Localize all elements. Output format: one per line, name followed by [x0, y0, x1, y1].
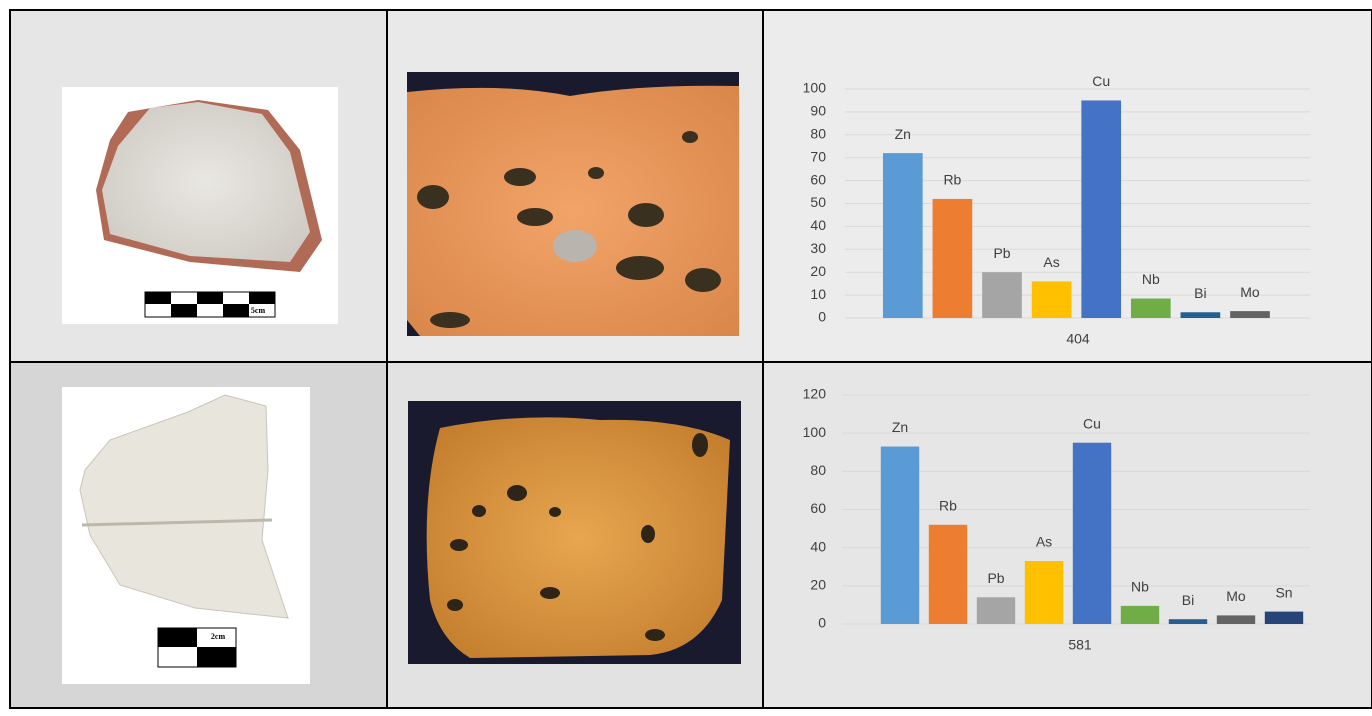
sherd-groove: [81, 518, 273, 527]
inclusion: [553, 230, 597, 262]
bar: [1230, 311, 1270, 318]
bar-category-label: Zn: [895, 126, 911, 142]
scale-label: 2cm: [211, 632, 226, 641]
bar-category-label: Mo: [1240, 284, 1260, 300]
y-tick-label: 80: [810, 126, 826, 142]
bar: [1180, 312, 1221, 318]
y-tick-label: 60: [810, 500, 826, 516]
y-tick-label: 90: [810, 103, 826, 119]
bar: [882, 153, 923, 318]
cell: [763, 362, 1372, 708]
bar-category-label: Bi: [1194, 285, 1206, 301]
bar: [1072, 442, 1112, 624]
scale-bar: 2cm: [157, 627, 237, 668]
bar-category-label: Bi: [1182, 592, 1194, 608]
y-tick-label: 20: [810, 263, 826, 279]
y-tick-label: 80: [810, 462, 826, 478]
bar-category-label: As: [1036, 534, 1052, 550]
y-tick-label: 60: [810, 171, 826, 187]
bar: [1168, 619, 1208, 624]
bar-category-label: Rb: [943, 172, 961, 188]
bar: [1031, 281, 1072, 318]
y-tick-label: 50: [810, 194, 826, 210]
inclusions: [417, 131, 721, 328]
bar: [1216, 615, 1256, 624]
sherd: [79, 394, 289, 619]
micrograph-sample: [407, 85, 739, 336]
scale-bar: 5cm: [144, 291, 276, 318]
y-tick-label: 100: [803, 80, 827, 96]
y-tick-label: 100: [803, 424, 827, 440]
bar: [982, 272, 1022, 318]
bar: [1024, 561, 1064, 624]
bar-category-label: Nb: [1142, 271, 1160, 287]
bar-category-label: Pb: [993, 245, 1010, 261]
y-tick-label: 0: [818, 309, 826, 325]
bar-category-label: Mo: [1226, 588, 1246, 604]
bar-category-label: Pb: [987, 570, 1004, 586]
bar-category-label: Nb: [1131, 579, 1149, 595]
bar: [1081, 100, 1122, 318]
bar: [1264, 611, 1304, 624]
inclusions: [447, 433, 708, 641]
bar-category-label: Sn: [1275, 584, 1292, 600]
bar-category-label: Cu: [1092, 73, 1110, 89]
bar: [880, 446, 920, 624]
bar-category-label: Cu: [1083, 415, 1101, 431]
y-tick-label: 0: [818, 615, 826, 631]
scale-label: 5cm: [251, 306, 266, 315]
x-axis-label: 404: [1066, 331, 1090, 347]
y-tick-label: 30: [810, 240, 826, 256]
bar: [1130, 298, 1171, 318]
y-tick-label: 120: [803, 386, 827, 402]
bar: [928, 524, 968, 624]
sherd-face: [102, 102, 310, 262]
bar-category-label: As: [1043, 254, 1059, 270]
y-tick-label: 20: [810, 577, 826, 593]
y-tick-label: 10: [810, 286, 826, 302]
y-tick-label: 70: [810, 148, 826, 164]
micrograph-sample: [426, 417, 730, 658]
table-borders: [9, 9, 1372, 709]
bar-category-label: Rb: [939, 497, 957, 513]
x-axis-label: 581: [1068, 637, 1092, 653]
bar: [932, 198, 973, 318]
y-tick-label: 40: [810, 538, 826, 554]
y-tick-label: 40: [810, 217, 826, 233]
bar: [1120, 605, 1160, 624]
bar-category-label: Zn: [892, 419, 908, 435]
bar: [976, 597, 1016, 624]
